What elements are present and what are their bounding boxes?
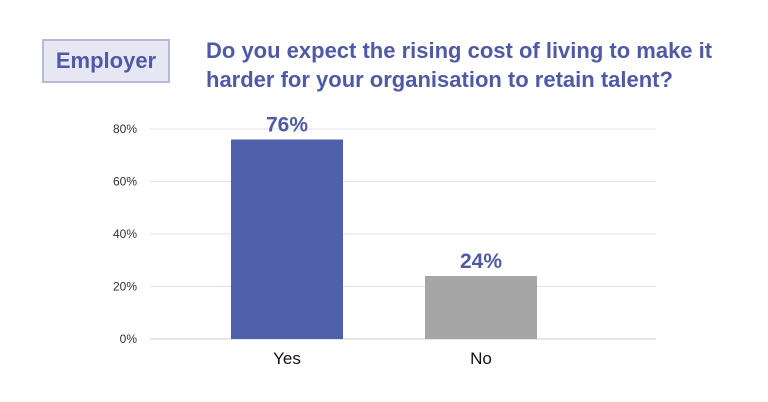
employer-badge: Employer — [42, 39, 170, 83]
bar-no — [425, 276, 537, 339]
y-tick-label: 60% — [113, 175, 137, 189]
data-label: 76% — [266, 114, 308, 137]
y-tick-label: 20% — [113, 280, 137, 294]
category-label: Yes — [273, 349, 301, 368]
employer-badge-label: Employer — [55, 48, 157, 73]
category-label: No — [470, 349, 492, 368]
data-label: 24% — [460, 250, 502, 273]
bar-yes — [231, 139, 343, 339]
chart-title: Do you expect the rising cost of living … — [206, 38, 713, 92]
y-tick-label: 80% — [113, 122, 137, 136]
y-tick-label: 0% — [120, 332, 138, 346]
y-tick-label: 40% — [113, 227, 137, 241]
